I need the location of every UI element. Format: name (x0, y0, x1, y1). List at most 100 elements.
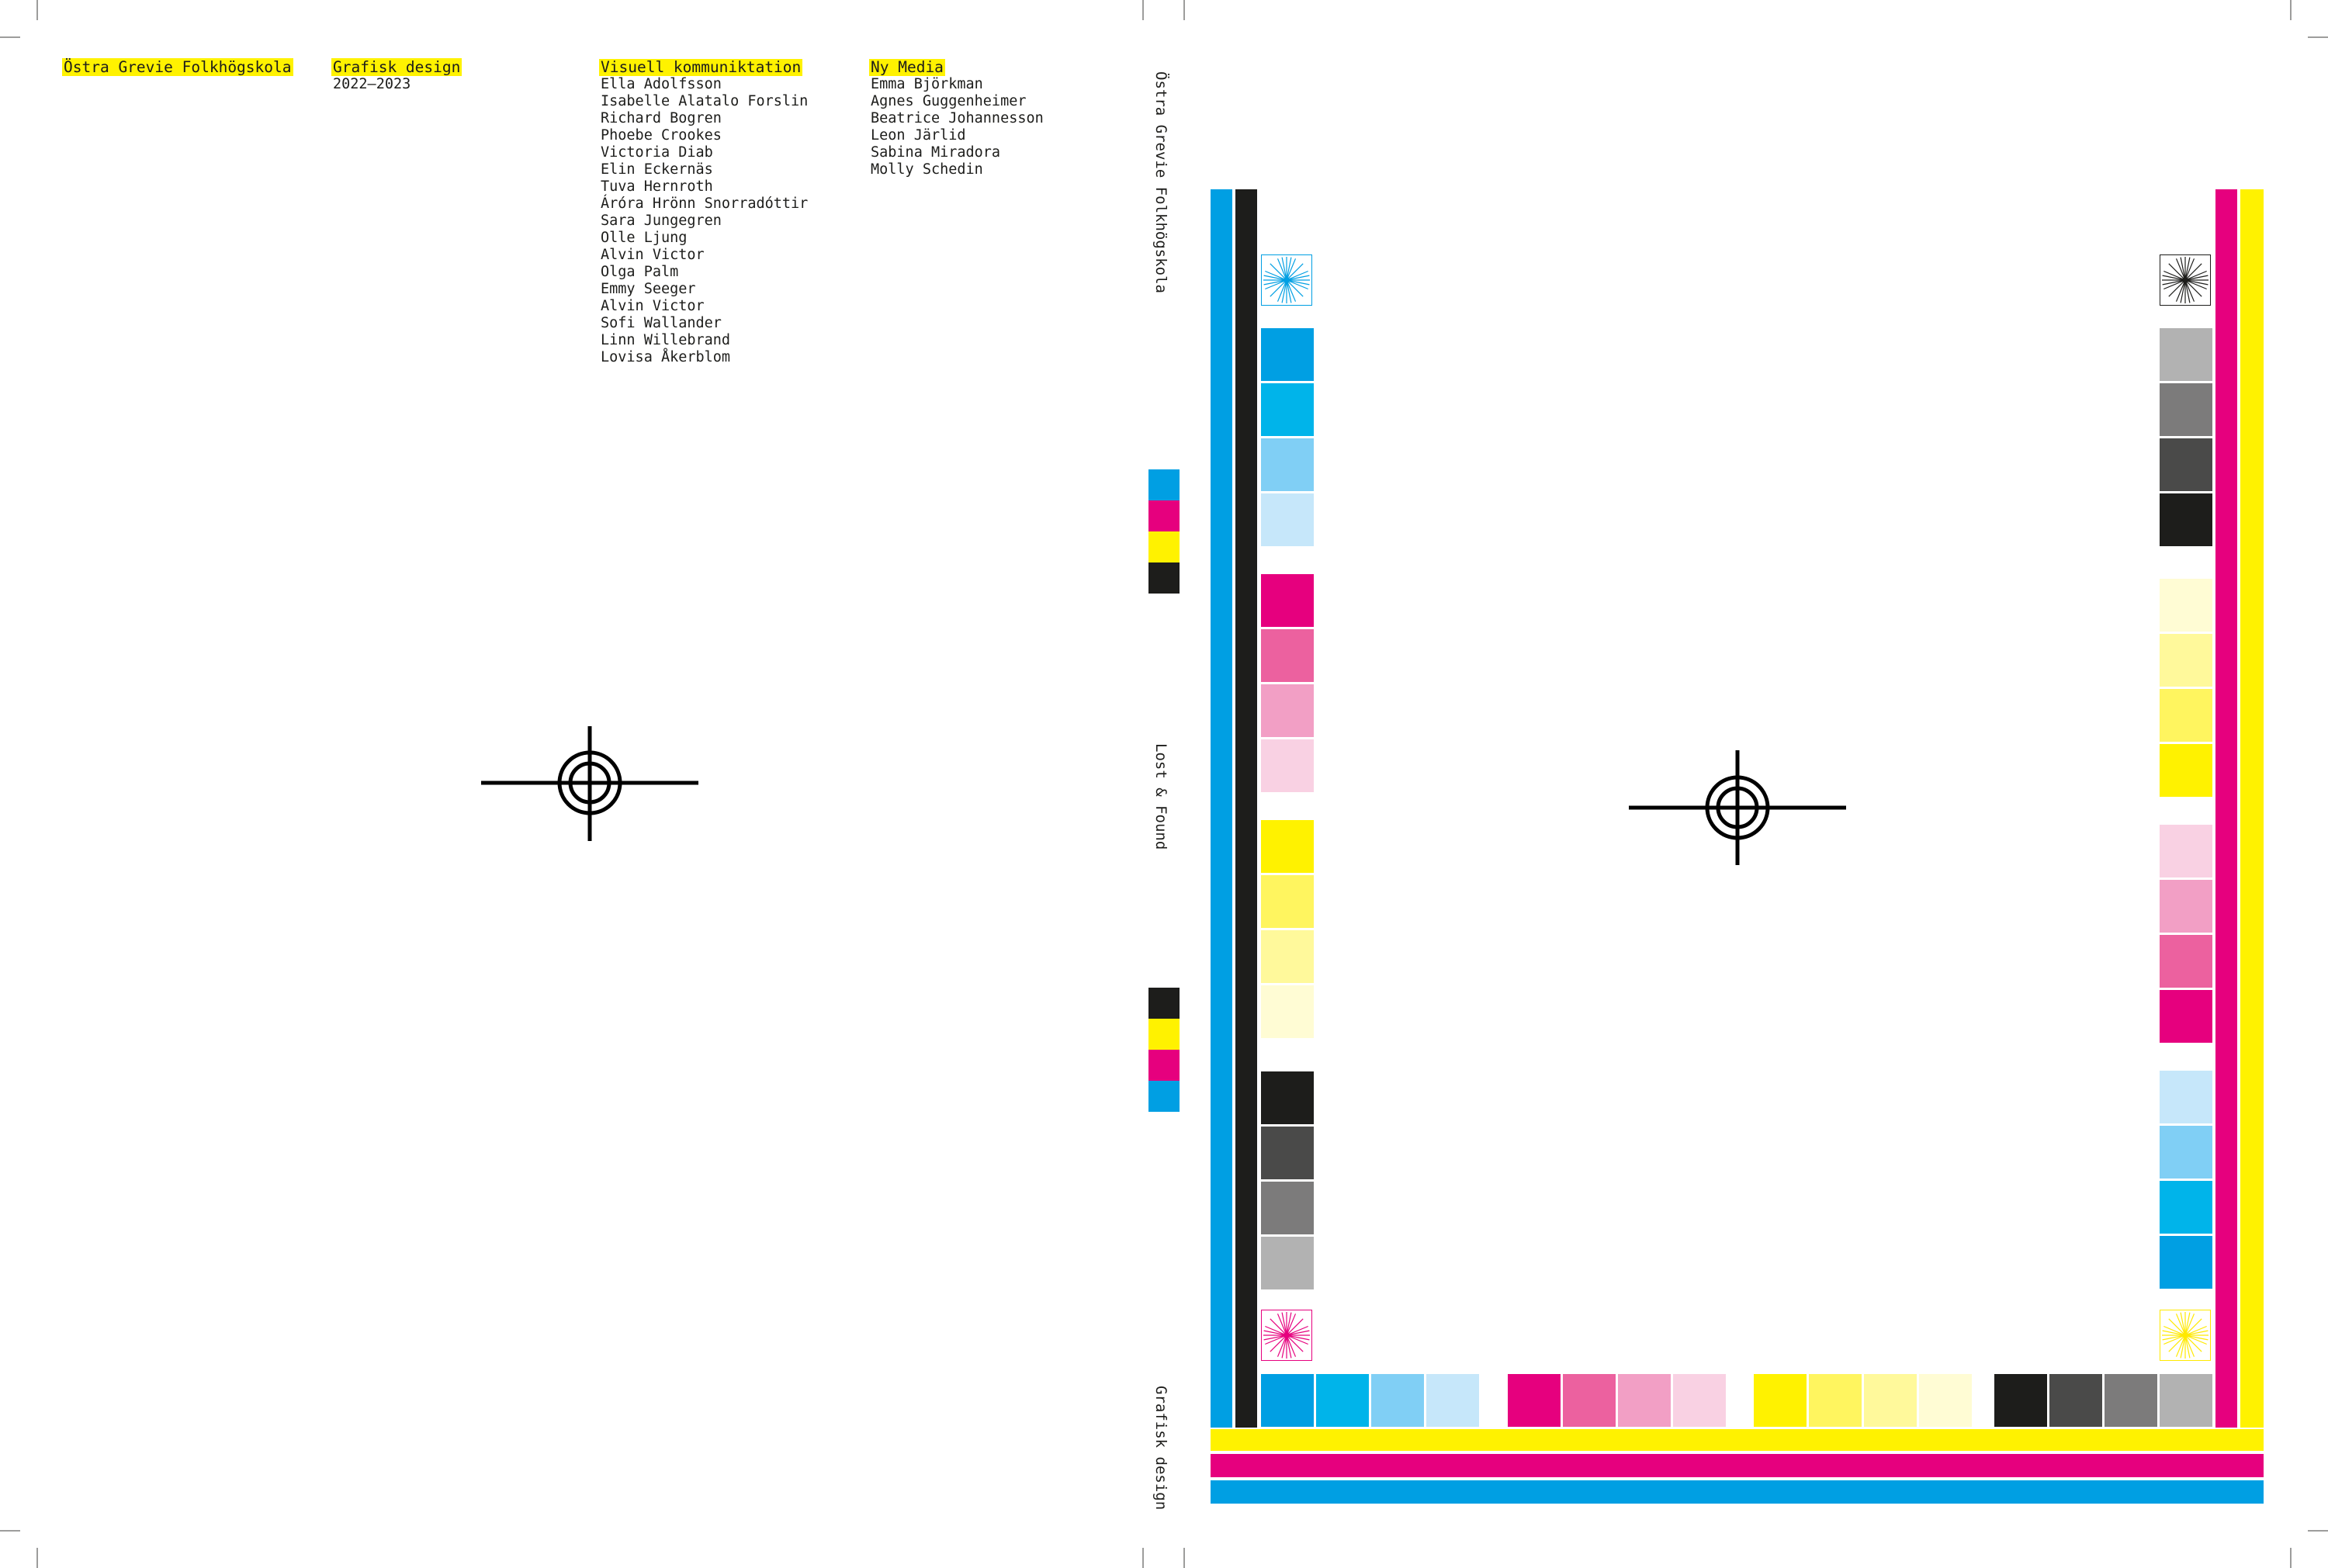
left-tint-cyan-100 (1261, 328, 1314, 381)
crop-mark-top-spine-2 (1183, 0, 1185, 20)
list-item: Olga Palm (601, 264, 679, 280)
column-heading-nymedia: Ny Media (869, 58, 945, 76)
right-tint-yellow-25 (2160, 579, 2212, 632)
cyan-star-target-icon (1261, 254, 1312, 306)
list-item: Sofi Wallander (601, 315, 722, 331)
right-bar-yellow (2240, 189, 2264, 1428)
right-tint-cyan-50 (2160, 1126, 2212, 1179)
list-item: Beatrice Johannesson (871, 110, 1044, 126)
yellow-star-target-icon (2160, 1310, 2211, 1361)
list-item: Elin Eckernäs (601, 161, 713, 178)
bottom-tint-yellow-25 (1919, 1374, 1972, 1427)
list-item: Ella Adolfsson (601, 76, 722, 92)
list-item: Richard Bogren (601, 110, 722, 126)
list-item: Victoria Diab (601, 144, 713, 161)
list-item: Alvin Victor (601, 298, 705, 314)
right-tint-black-25 (2160, 328, 2212, 381)
right-tint-cyan-75 (2160, 1181, 2212, 1234)
crosshair-target-icon (1629, 750, 1846, 865)
crop-mark-top-left-v (36, 0, 38, 20)
right-tint-yellow-100 (2160, 744, 2212, 797)
bottom-tint-black-25 (2160, 1374, 2212, 1427)
crop-mark-top-right-v (2290, 0, 2292, 20)
magenta-star-target-icon (1261, 1310, 1312, 1361)
right-tint-magenta-25 (2160, 825, 2212, 877)
bottom-tint-yellow-75 (1809, 1374, 1862, 1427)
bottom-tint-yellow-50 (1864, 1374, 1917, 1427)
school-name: Östra Grevie Folkhögskola (62, 58, 293, 76)
right-tint-cyan-25 (2160, 1071, 2212, 1123)
bottom-tint-magenta-100 (1508, 1374, 1561, 1427)
crop-mark-bottom-right (2308, 1530, 2328, 1532)
left-tint-magenta-100 (1261, 574, 1314, 627)
spine-swatch-yellow (1148, 531, 1180, 562)
spine-title: Lost & Found (1152, 743, 1169, 850)
crop-mark-bottom-right-v (2290, 1548, 2292, 1568)
spine-swatch-cyan (1148, 469, 1180, 500)
crop-mark-bottom-left (0, 1530, 20, 1532)
list-item: Emma Björkman (871, 76, 983, 92)
right-tint-black-50 (2160, 383, 2212, 436)
program-title: Grafisk design (331, 58, 462, 76)
left-tint-black-75 (1261, 1127, 1314, 1179)
spine-swatch-black (1148, 562, 1180, 594)
left-tint-yellow-100 (1261, 820, 1314, 873)
left-tint-black-50 (1261, 1182, 1314, 1234)
right-tint-yellow-75 (2160, 689, 2212, 742)
left-tint-yellow-50 (1261, 930, 1314, 983)
left-tint-black-100 (1261, 1071, 1314, 1124)
bottom-bar-yellow (1211, 1429, 2264, 1451)
spine-swatch-cyan (1148, 1081, 1180, 1112)
left-bar-black (1235, 189, 1257, 1428)
bottom-bar-cyan (1211, 1480, 2264, 1504)
spine-swatch-magenta (1148, 1050, 1180, 1081)
crop-mark-top-left (0, 36, 20, 38)
list-item: Isabelle Alatalo Forslin (601, 93, 809, 109)
bottom-tint-magenta-75 (1563, 1374, 1616, 1427)
bottom-tint-black-75 (2049, 1374, 2102, 1427)
right-tint-cyan-100 (2160, 1236, 2212, 1289)
bottom-tint-cyan-75 (1316, 1374, 1369, 1427)
left-tint-black-25 (1261, 1237, 1314, 1289)
list-item: Lovisa Åkerblom (601, 349, 731, 365)
list-item: Linn Willebrand (601, 332, 731, 348)
list-item: Tuva Hernroth (601, 178, 713, 195)
left-tint-cyan-50 (1261, 438, 1314, 491)
list-item: Emmy Seeger (601, 281, 696, 297)
list-item: Molly Schedin (871, 161, 983, 178)
program-years: 2022–2023 (333, 76, 411, 92)
right-tint-magenta-100 (2160, 990, 2212, 1043)
crop-mark-top-right (2308, 36, 2328, 38)
right-tint-yellow-50 (2160, 634, 2212, 687)
list-item: Phoebe Crookes (601, 127, 722, 144)
left-tint-magenta-75 (1261, 629, 1314, 682)
names-list-nymedia: Emma Björkman Agnes Guggenheimer Beatric… (869, 76, 1044, 178)
list-item: Sabina Miradora (871, 144, 1001, 161)
crop-mark-bottom-spine-1 (1142, 1548, 1144, 1568)
spine-program: Grafisk design (1152, 1386, 1169, 1511)
list-item: Leon Järlid (871, 127, 966, 144)
left-bar-cyan (1211, 189, 1232, 1428)
left-tint-magenta-25 (1261, 739, 1314, 792)
names-list-visuell: Ella Adolfsson Isabelle Alatalo Forslin … (599, 76, 808, 366)
spine-swatch-black (1148, 988, 1180, 1019)
bottom-tint-magenta-25 (1673, 1374, 1726, 1427)
bottom-tint-cyan-100 (1261, 1374, 1314, 1427)
list-item: Sara Jungegren (601, 213, 722, 229)
bottom-tint-cyan-25 (1426, 1374, 1479, 1427)
right-tint-black-100 (2160, 493, 2212, 546)
list-item: Agnes Guggenheimer (871, 93, 1027, 109)
school-name-label: Östra Grevie Folkhögskola (62, 58, 293, 76)
right-bar-magenta (2215, 189, 2237, 1428)
right-tint-black-75 (2160, 438, 2212, 491)
names-column-visuell: Visuell kommuniktation Ella Adolfsson Is… (599, 59, 808, 366)
black-star-target-icon (2160, 254, 2211, 306)
names-column-nymedia: Ny Media Emma Björkman Agnes Guggenheime… (869, 59, 1044, 178)
list-item: Alvin Victor (601, 247, 705, 263)
left-tint-yellow-25 (1261, 985, 1314, 1038)
spine-swatch-magenta (1148, 500, 1180, 531)
bottom-tint-black-100 (1994, 1374, 2047, 1427)
bottom-tint-black-50 (2105, 1374, 2157, 1427)
program-block: Grafisk design 2022–2023 (331, 58, 462, 93)
left-tint-cyan-75 (1261, 383, 1314, 436)
